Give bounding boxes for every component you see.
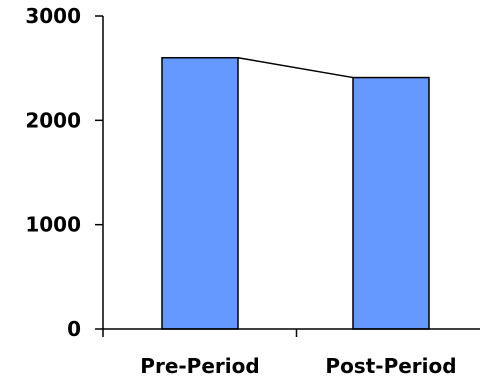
x-category-label: Post-Period — [325, 354, 456, 378]
x-axis-category-labels: Pre-Period Post-Period — [140, 354, 456, 378]
bar — [352, 76, 430, 330]
y-tick-label: 0 — [67, 317, 81, 341]
y-tick-label: 3000 — [25, 4, 81, 28]
y-tick-label: 2000 — [25, 108, 81, 132]
axes — [95, 15, 480, 337]
x-category-label: Pre-Period — [140, 354, 259, 378]
bar — [161, 56, 239, 330]
y-tick-label: 1000 — [25, 213, 81, 237]
bars — [161, 56, 430, 330]
y-axis-tick-labels: 3000 2000 1000 0 — [25, 4, 81, 341]
connector-line — [237, 56, 354, 79]
